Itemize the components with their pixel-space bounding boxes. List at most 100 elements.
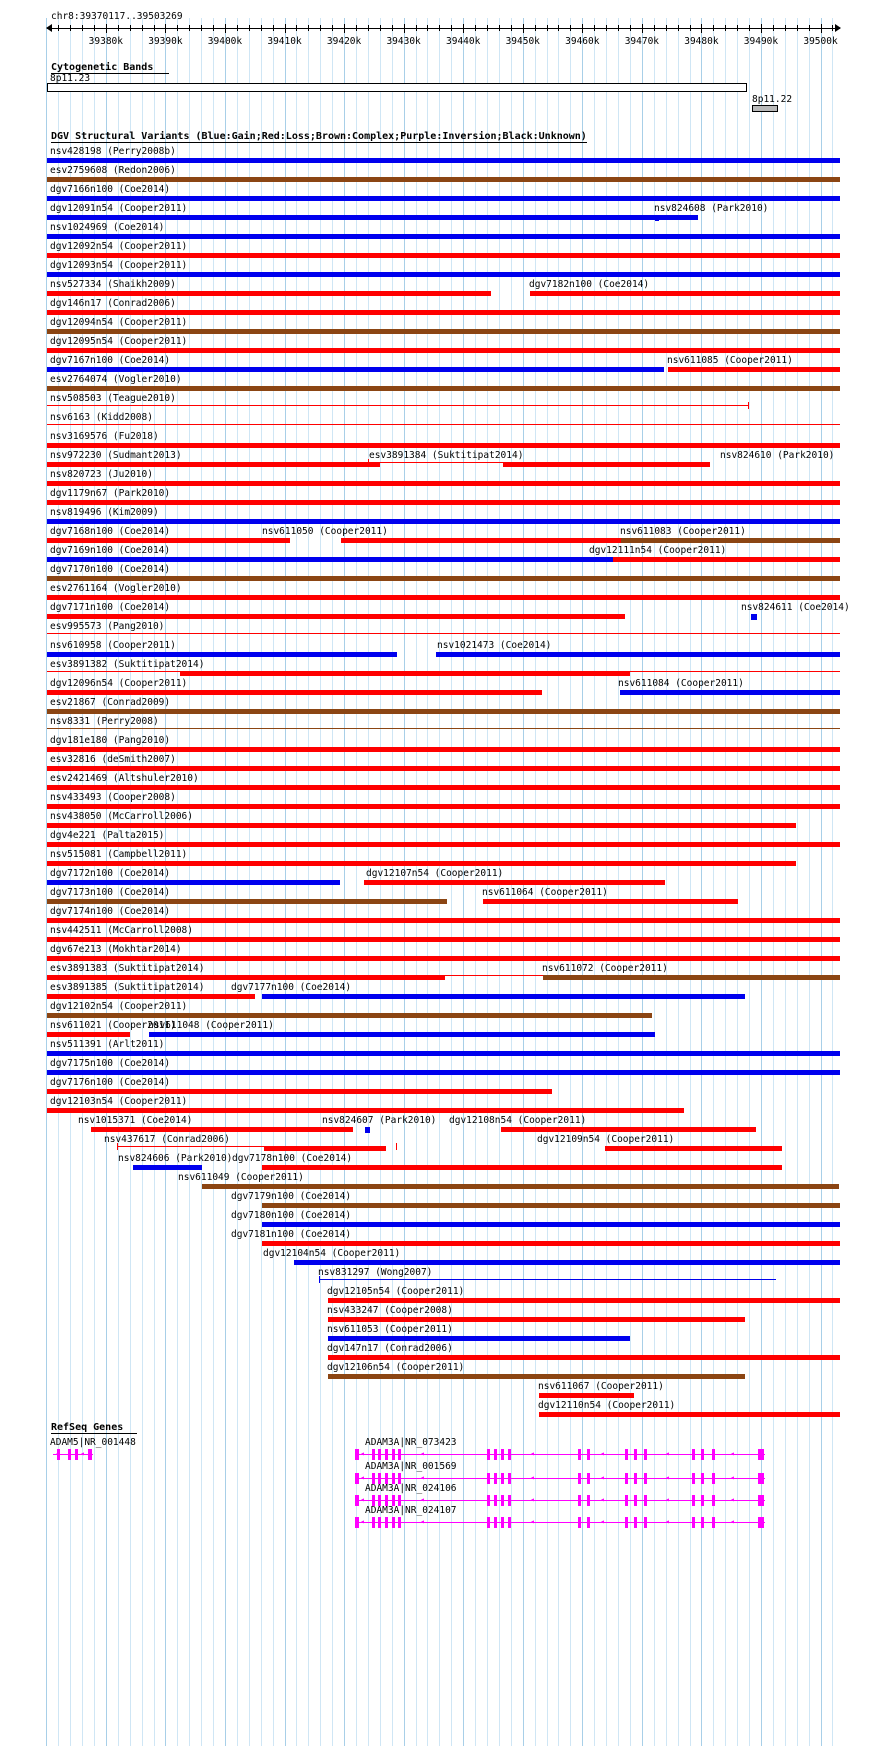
- variant-bar[interactable]: [202, 1184, 839, 1189]
- variant-bar[interactable]: [47, 766, 840, 771]
- gene-exon[interactable]: [758, 1495, 764, 1506]
- gene-exon[interactable]: [508, 1495, 511, 1506]
- variant-bar[interactable]: [294, 1260, 840, 1265]
- variant-bar[interactable]: [47, 918, 840, 923]
- gene-exon[interactable]: [494, 1449, 497, 1460]
- variant-label[interactable]: esv32816 (deSmith2007): [50, 754, 176, 765]
- gene-exon[interactable]: [398, 1449, 401, 1460]
- variant-label[interactable]: nsv824607 (Park2010): [322, 1115, 437, 1126]
- variant-label[interactable]: nsv611048 (Cooper2011): [148, 1020, 274, 1031]
- gene-exon[interactable]: [494, 1517, 497, 1528]
- variant-bar[interactable]: [47, 234, 840, 239]
- variant-bar[interactable]: [47, 386, 840, 391]
- gene-exon[interactable]: [398, 1473, 401, 1484]
- variant-label[interactable]: dgv67e213 (Mokhtar2014): [50, 944, 182, 955]
- variant-thin-line[interactable]: [368, 462, 504, 463]
- gene-exon[interactable]: [378, 1449, 381, 1460]
- variant-bar[interactable]: [262, 1241, 840, 1246]
- variant-bar[interactable]: [503, 462, 710, 467]
- variant-label[interactable]: nsv824611 (Coe2014): [741, 602, 850, 613]
- variant-bar[interactable]: [47, 937, 840, 942]
- variant-label[interactable]: dgv12091n54 (Cooper2011): [50, 203, 188, 214]
- variant-label[interactable]: nsv972230 (Sudmant2013): [50, 450, 182, 461]
- gene-exon[interactable]: [587, 1517, 590, 1528]
- variant-label[interactable]: nsv611067 (Cooper2011): [538, 1381, 664, 1392]
- variant-thin-line[interactable]: [319, 1279, 776, 1280]
- variant-bar[interactable]: [47, 690, 542, 695]
- gene-exon[interactable]: [501, 1517, 504, 1528]
- variant-bar[interactable]: [149, 1032, 655, 1037]
- gene-exon[interactable]: [634, 1517, 637, 1528]
- gene-exon[interactable]: [501, 1495, 504, 1506]
- variant-bar[interactable]: [47, 158, 840, 163]
- variant-label[interactable]: nsv442511 (McCarroll2008): [50, 925, 193, 936]
- variant-bar[interactable]: [47, 595, 840, 600]
- variant-label[interactable]: dgv7171n100 (Coe2014): [50, 602, 171, 613]
- cytoband-chip[interactable]: [752, 105, 778, 112]
- variant-thin-line[interactable]: [47, 405, 749, 406]
- variant-bar[interactable]: [751, 614, 757, 620]
- variant-bar[interactable]: [483, 899, 738, 904]
- variant-bar[interactable]: [91, 1127, 353, 1132]
- variant-bar[interactable]: [501, 1127, 756, 1132]
- variant-bar[interactable]: [47, 899, 447, 904]
- variant-bar[interactable]: [47, 310, 840, 315]
- variant-bar[interactable]: [47, 215, 698, 220]
- variant-label[interactable]: dgv12104n54 (Cooper2011): [263, 1248, 401, 1259]
- variant-label[interactable]: nsv824606 (Park2010): [118, 1153, 233, 1164]
- variant-bar[interactable]: [47, 652, 397, 657]
- variant-bar[interactable]: [47, 1051, 840, 1056]
- variant-bar[interactable]: [47, 804, 840, 809]
- gene-exon[interactable]: [692, 1449, 695, 1460]
- variant-label[interactable]: nsv611083 (Cooper2011): [620, 526, 746, 537]
- gene-exon[interactable]: [712, 1473, 715, 1484]
- variant-label[interactable]: nsv527334 (Shaikh2009): [50, 279, 176, 290]
- variant-bar[interactable]: [328, 1355, 840, 1360]
- variant-bar[interactable]: [47, 329, 840, 334]
- variant-bar[interactable]: [262, 1203, 840, 1208]
- gene-exon[interactable]: [644, 1495, 647, 1506]
- variant-bar[interactable]: [328, 1317, 745, 1322]
- gene-exon[interactable]: [355, 1517, 359, 1528]
- variant-label[interactable]: nsv611085 (Cooper2011): [667, 355, 793, 366]
- variant-label[interactable]: nsv1015371 (Coe2014): [78, 1115, 193, 1126]
- variant-label[interactable]: dgv12106n54 (Cooper2011): [327, 1362, 465, 1373]
- variant-label[interactable]: nsv438050 (McCarroll2006): [50, 811, 193, 822]
- variant-bar[interactable]: [668, 367, 840, 372]
- variant-label[interactable]: esv3891384 (Suktitipat2014): [369, 450, 524, 461]
- gene-exon[interactable]: [758, 1449, 764, 1460]
- variant-bar[interactable]: [621, 538, 840, 543]
- variant-bar[interactable]: [655, 215, 659, 221]
- gene-exon[interactable]: [494, 1473, 497, 1484]
- coordinate-ruler[interactable]: [46, 24, 841, 33]
- gene-exon[interactable]: [355, 1495, 359, 1506]
- variant-bar[interactable]: [47, 557, 613, 562]
- variant-label[interactable]: dgv7173n100 (Coe2014): [50, 887, 171, 898]
- variant-label[interactable]: esv2421469 (Altshuler2010): [50, 773, 199, 784]
- variant-bar[interactable]: [365, 1127, 370, 1133]
- variant-bar[interactable]: [47, 196, 840, 201]
- variant-label[interactable]: dgv7182n100 (Coe2014): [529, 279, 650, 290]
- variant-bar[interactable]: [47, 481, 840, 486]
- variant-bar[interactable]: [543, 975, 840, 980]
- variant-bar[interactable]: [47, 576, 840, 581]
- variant-label[interactable]: nsv611064 (Cooper2011): [482, 887, 608, 898]
- variant-bar[interactable]: [47, 500, 840, 505]
- gene-exon[interactable]: [487, 1495, 490, 1506]
- variant-label[interactable]: nsv8331 (Perry2008): [50, 716, 159, 727]
- gene-exon[interactable]: [625, 1473, 628, 1484]
- variant-label[interactable]: dgv7174n100 (Coe2014): [50, 906, 171, 917]
- gene-exon[interactable]: [644, 1517, 647, 1528]
- gene-exon[interactable]: [758, 1473, 764, 1484]
- gene-exon[interactable]: [578, 1473, 581, 1484]
- variant-label[interactable]: nsv433493 (Cooper2008): [50, 792, 176, 803]
- variant-label[interactable]: dgv1179n67 (Park2010): [50, 488, 171, 499]
- variant-bar[interactable]: [47, 975, 445, 980]
- gene-exon[interactable]: [587, 1495, 590, 1506]
- gene-exon[interactable]: [692, 1517, 695, 1528]
- variant-label[interactable]: nsv6163 (Kidd2008): [50, 412, 153, 423]
- variant-label[interactable]: dgv7176n100 (Coe2014): [50, 1077, 171, 1088]
- variant-bar[interactable]: [180, 671, 630, 676]
- variant-bar[interactable]: [47, 538, 290, 543]
- variant-label[interactable]: dgv12096n54 (Cooper2011): [50, 678, 188, 689]
